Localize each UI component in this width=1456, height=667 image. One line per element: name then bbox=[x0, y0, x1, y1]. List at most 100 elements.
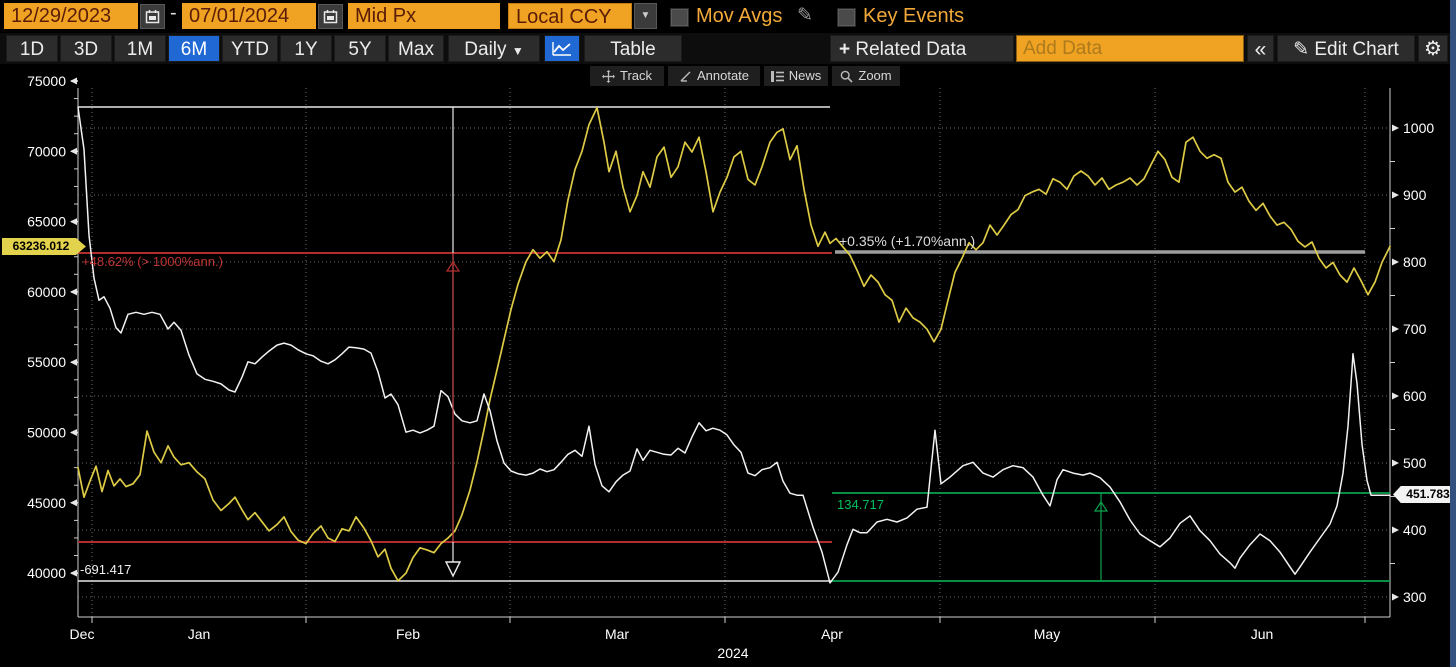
range-button-5y[interactable]: 5Y bbox=[334, 35, 386, 62]
right-axis-label: 400 bbox=[1403, 522, 1427, 538]
left-tick-pointer bbox=[70, 429, 77, 436]
red-measure-label: +48.62% (> 1000%ann.) bbox=[82, 254, 223, 269]
x-axis-month-label: Dec bbox=[70, 626, 95, 642]
line-chart-icon bbox=[552, 42, 571, 56]
calendar-start-button[interactable] bbox=[140, 4, 165, 29]
chevron-down-icon: ▼ bbox=[511, 44, 524, 58]
date-start-field[interactable]: 12/29/2023 bbox=[4, 3, 138, 29]
toolbar-row-2: 1D 3D 1M 6M YTD 1Y 5Y Max Daily ▼ Table … bbox=[0, 33, 1456, 64]
key-events-label: Key Events bbox=[863, 5, 965, 27]
mov-avgs-checkbox[interactable] bbox=[670, 8, 689, 27]
date-separator: - bbox=[170, 2, 177, 24]
key-events-checkbox[interactable] bbox=[837, 8, 856, 27]
pencil-icon: ✎ bbox=[1293, 39, 1310, 60]
right-axis-label: 700 bbox=[1403, 321, 1427, 337]
white-measure-vline-arrowhead bbox=[444, 561, 462, 578]
left-tick-pointer bbox=[70, 77, 77, 85]
right-axis-label: 500 bbox=[1403, 455, 1427, 471]
calendar-icon bbox=[323, 10, 338, 24]
right-tick-pointer bbox=[1392, 526, 1399, 534]
range-button-1y[interactable]: 1Y bbox=[280, 35, 332, 62]
red-measure-vline-marker bbox=[445, 260, 461, 272]
range-button-max[interactable]: Max bbox=[388, 35, 444, 62]
x-axis-year-label: 2024 bbox=[717, 645, 748, 661]
magnifier-icon bbox=[841, 70, 853, 83]
track-crosshair-icon bbox=[601, 69, 615, 83]
edit-chart-label: Edit Chart bbox=[1314, 39, 1399, 60]
right-tick-pointer bbox=[1392, 124, 1399, 132]
yellow-last-price-badge: 63236.012 bbox=[2, 238, 86, 255]
range-button-3d[interactable]: 3D bbox=[60, 35, 112, 62]
left-tick-pointer bbox=[70, 288, 77, 296]
zoom-label: Zoom bbox=[858, 68, 892, 83]
right-axis-label: 900 bbox=[1403, 187, 1427, 203]
frequency-label: Daily bbox=[464, 39, 507, 60]
settings-button[interactable]: ⚙ bbox=[1418, 35, 1448, 62]
annotate-label: Annotate bbox=[696, 68, 750, 83]
toolbar-row-1: 12/29/2023 - 07/01/2024 Mid Px Local CCY… bbox=[0, 0, 1456, 33]
right-tick-pointer bbox=[1392, 325, 1399, 333]
price-field-selector[interactable]: Mid Px bbox=[348, 3, 500, 29]
range-button-1d[interactable]: 1D bbox=[6, 35, 58, 62]
range-button-1m[interactable]: 1M bbox=[114, 35, 166, 62]
range-button-ytd[interactable]: YTD bbox=[222, 35, 278, 62]
zoom-button[interactable]: Zoom bbox=[832, 66, 900, 86]
annotate-icon bbox=[680, 71, 691, 82]
right-axis-label: 800 bbox=[1403, 254, 1427, 270]
left-axis-label: 65000 bbox=[27, 214, 66, 230]
left-axis-label: 40000 bbox=[27, 565, 66, 581]
mov-avgs-label: Mov Avgs bbox=[696, 5, 783, 27]
x-axis-month-label: Mar bbox=[605, 626, 629, 642]
table-button[interactable]: Table bbox=[584, 35, 682, 62]
track-button[interactable]: Track bbox=[590, 66, 664, 86]
mov-avgs-pencil-icon[interactable]: ✎ bbox=[797, 5, 813, 26]
left-tick-pointer bbox=[70, 147, 77, 155]
right-tick-pointer bbox=[1392, 258, 1399, 266]
currency-dropdown-button[interactable]: ▼ bbox=[634, 3, 657, 29]
chevron-down-icon: ▼ bbox=[640, 10, 651, 21]
collapse-button[interactable]: « bbox=[1247, 35, 1274, 62]
plus-icon: + bbox=[839, 39, 851, 60]
right-tick-pointer bbox=[1392, 392, 1399, 400]
green-measure-label: 134.717 bbox=[837, 497, 884, 512]
left-tick-pointer bbox=[70, 218, 77, 226]
calendar-icon bbox=[145, 10, 160, 24]
right-axis-label: 1000 bbox=[1403, 120, 1434, 136]
left-tick-pointer bbox=[70, 499, 77, 507]
date-end-field[interactable]: 07/01/2024 bbox=[182, 3, 316, 29]
edit-chart-button[interactable]: ✎ Edit Chart bbox=[1277, 35, 1415, 62]
left-axis-label: 50000 bbox=[27, 425, 66, 441]
x-axis-month-label: Jan bbox=[188, 626, 211, 642]
gray-measure-label: +0.35% (+1.70%ann.) bbox=[839, 233, 975, 249]
left-axis-label: 60000 bbox=[27, 284, 66, 300]
news-button[interactable]: News bbox=[764, 66, 828, 86]
x-axis-month-label: May bbox=[1034, 626, 1060, 642]
left-tick-pointer bbox=[70, 569, 77, 577]
x-axis-month-label: Jun bbox=[1251, 626, 1274, 642]
chart-type-button[interactable] bbox=[544, 35, 580, 62]
window-edge-strip bbox=[1450, 0, 1456, 667]
right-tick-pointer bbox=[1392, 593, 1399, 601]
annotate-button[interactable]: Annotate bbox=[668, 66, 760, 86]
related-data-label: Related Data bbox=[855, 39, 967, 60]
frequency-dropdown[interactable]: Daily ▼ bbox=[448, 35, 540, 62]
add-data-input[interactable] bbox=[1016, 35, 1244, 62]
news-icon bbox=[770, 70, 784, 82]
x-axis-month-label: Apr bbox=[821, 626, 843, 642]
left-axis-label: 70000 bbox=[27, 143, 66, 159]
white-measure-label: -691.417 bbox=[80, 562, 131, 577]
related-data-button[interactable]: + Related Data bbox=[830, 35, 1014, 62]
right-tick-pointer bbox=[1392, 459, 1399, 467]
white-last-price-badge: 451.783 bbox=[1393, 486, 1456, 503]
currency-selector[interactable]: Local CCY bbox=[508, 3, 632, 29]
left-axis-label: 55000 bbox=[27, 354, 66, 370]
range-button-6m[interactable]: 6M bbox=[168, 35, 220, 62]
left-tick-pointer bbox=[70, 358, 77, 366]
x-axis-month-label: Feb bbox=[396, 626, 420, 642]
right-axis-label: 600 bbox=[1403, 388, 1427, 404]
green-measure-vline-marker bbox=[1093, 500, 1109, 512]
right-tick-pointer bbox=[1392, 191, 1399, 199]
calendar-end-button[interactable] bbox=[318, 4, 343, 29]
